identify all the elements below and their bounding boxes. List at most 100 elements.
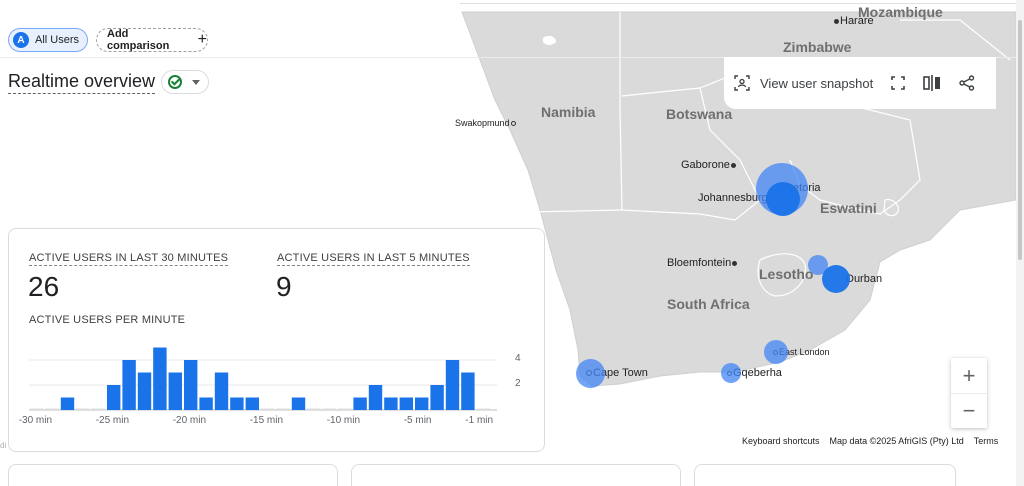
chart-bar[interactable] xyxy=(368,385,383,410)
chart-bar[interactable] xyxy=(399,397,413,411)
realtime-toolbar: View user snapshot xyxy=(724,57,996,109)
fullscreen-icon xyxy=(891,76,906,90)
add-comparison-label: Add comparison xyxy=(107,28,170,52)
segment-avatar: A xyxy=(13,32,29,48)
chart-y-tick: 4 xyxy=(515,353,521,364)
chart-y-tick: 2 xyxy=(515,378,521,389)
chart-bar[interactable] xyxy=(291,397,306,411)
user-bubble-pietermaritzburg[interactable] xyxy=(808,255,828,275)
share-button[interactable] xyxy=(959,75,975,91)
active-users-30-value: 26 xyxy=(28,271,60,302)
chart-x-tick: -1 min xyxy=(465,415,494,426)
terms-link[interactable]: Terms xyxy=(973,436,999,446)
user-bubble-johannesburg[interactable] xyxy=(766,182,800,216)
chart-bar[interactable] xyxy=(199,397,213,411)
bottom-card-3[interactable] xyxy=(694,464,956,486)
compare-button[interactable] xyxy=(923,75,941,91)
active-users-30-label: ACTIVE USERS IN LAST 30 MINUTES xyxy=(29,252,229,266)
chart-bar[interactable] xyxy=(153,347,167,411)
chart-x-tick: -5 min xyxy=(403,415,432,426)
country-label-south-africa: South Africa xyxy=(667,296,750,312)
chart-bar[interactable] xyxy=(30,408,44,411)
country-label-namibia: Namibia xyxy=(541,104,596,120)
view-user-snapshot-button[interactable]: View user snapshot xyxy=(734,75,873,91)
user-bubble-gqeberha[interactable] xyxy=(721,363,741,383)
zoom-control: + − xyxy=(951,358,987,428)
city-harare: Harare xyxy=(834,15,874,27)
data-quality-status-button[interactable] xyxy=(161,70,210,94)
chart-bar[interactable] xyxy=(384,397,398,411)
share-icon xyxy=(959,75,975,91)
country-label-lesotho: Lesotho xyxy=(759,266,814,282)
chart-bar[interactable] xyxy=(122,360,136,410)
chart-x-tick: -20 min xyxy=(172,415,207,426)
active-users-card[interactable]: ACTIVE USERS IN LAST 30 MINUTES 26 ACTIV… xyxy=(8,228,545,452)
zoom-out-button[interactable]: − xyxy=(951,393,987,428)
country-label-zimbabwe: Zimbabwe xyxy=(783,39,852,55)
chart-bar[interactable] xyxy=(476,408,490,411)
bottom-card-2[interactable] xyxy=(351,464,681,486)
chevron-down-icon xyxy=(192,79,201,85)
chart-bar[interactable] xyxy=(430,385,444,410)
active-users-5-value: 9 xyxy=(276,271,292,302)
chart-x-tick: -10 min xyxy=(326,415,361,426)
scrollbar-thumb[interactable] xyxy=(1018,20,1022,260)
map-attribution: Map data ©2025 AfriGIS (Pty) Ltd xyxy=(829,436,964,446)
compare-icon xyxy=(923,75,941,91)
chart-bar[interactable] xyxy=(107,385,121,410)
segment-bar: A All Users Add comparison + xyxy=(0,0,460,60)
segment-chip-all-users[interactable]: A All Users xyxy=(8,28,88,52)
active-users-per-minute-label: ACTIVE USERS PER MINUTE xyxy=(29,314,186,326)
chart-bar[interactable] xyxy=(230,397,244,411)
zoom-in-button[interactable]: + xyxy=(962,362,976,388)
chart-bar[interactable] xyxy=(60,397,75,411)
add-comparison-button[interactable]: Add comparison + xyxy=(96,28,208,52)
chart-bar[interactable] xyxy=(76,408,90,411)
country-label-eswatini: Eswatini xyxy=(820,200,877,216)
check-circle-icon xyxy=(168,75,183,89)
chart-bar[interactable] xyxy=(168,372,182,411)
view-user-snapshot-label: View user snapshot xyxy=(760,75,874,91)
chart-bar[interactable] xyxy=(91,408,105,411)
user-bubble-east-london[interactable] xyxy=(764,340,788,364)
capital-marker-icon xyxy=(834,18,839,24)
chart-bar[interactable] xyxy=(45,408,59,411)
chart-bar[interactable] xyxy=(307,408,321,411)
chart-bar[interactable] xyxy=(137,372,152,411)
fullscreen-button[interactable] xyxy=(891,76,906,90)
chart-bar[interactable] xyxy=(261,408,275,411)
city-marker-icon xyxy=(510,121,516,127)
title-row: Realtime overview xyxy=(8,70,210,94)
chart-bar[interactable] xyxy=(276,408,290,411)
header-divider xyxy=(0,57,1024,58)
chart-x-tick: -25 min xyxy=(95,415,130,426)
page-title: Realtime overview xyxy=(8,71,156,94)
city-johannesburg: Johannesburg xyxy=(698,192,768,204)
country-label-botswana: Botswana xyxy=(666,106,733,122)
active-users-5-label: ACTIVE USERS IN LAST 5 MINUTES xyxy=(277,252,470,266)
faded-label: di xyxy=(0,441,7,450)
user-bubble-durban[interactable] xyxy=(822,265,850,293)
capital-marker-icon xyxy=(732,260,738,266)
chart-bar[interactable] xyxy=(461,372,475,411)
user-snapshot-icon xyxy=(734,75,750,91)
segment-label: All Users xyxy=(35,34,80,46)
active-users-per-minute-chart[interactable] xyxy=(29,344,529,414)
chart-bar[interactable] xyxy=(353,397,367,411)
chart-bar[interactable] xyxy=(214,372,229,411)
chart-bar[interactable] xyxy=(184,360,198,410)
keyboard-shortcuts-link[interactable]: Keyboard shortcuts xyxy=(742,436,820,446)
city-swakopmund: Swakopmund xyxy=(455,118,517,128)
chart-bar[interactable] xyxy=(245,397,259,411)
user-bubble-cape-town[interactable] xyxy=(576,359,605,388)
city-durban: Durban xyxy=(846,273,883,285)
chart-x-tick: -30 min xyxy=(18,415,53,426)
map-footer: Keyboard shortcuts Map data ©2025 AfriGI… xyxy=(742,436,998,446)
plus-icon: + xyxy=(197,31,207,48)
city-bloemfontein: Bloemfontein xyxy=(667,257,738,269)
chart-bar[interactable] xyxy=(445,360,460,410)
chart-bar[interactable] xyxy=(338,408,352,411)
chart-bar[interactable] xyxy=(322,408,336,411)
bottom-card-1[interactable] xyxy=(8,464,338,486)
chart-bar[interactable] xyxy=(415,397,429,411)
